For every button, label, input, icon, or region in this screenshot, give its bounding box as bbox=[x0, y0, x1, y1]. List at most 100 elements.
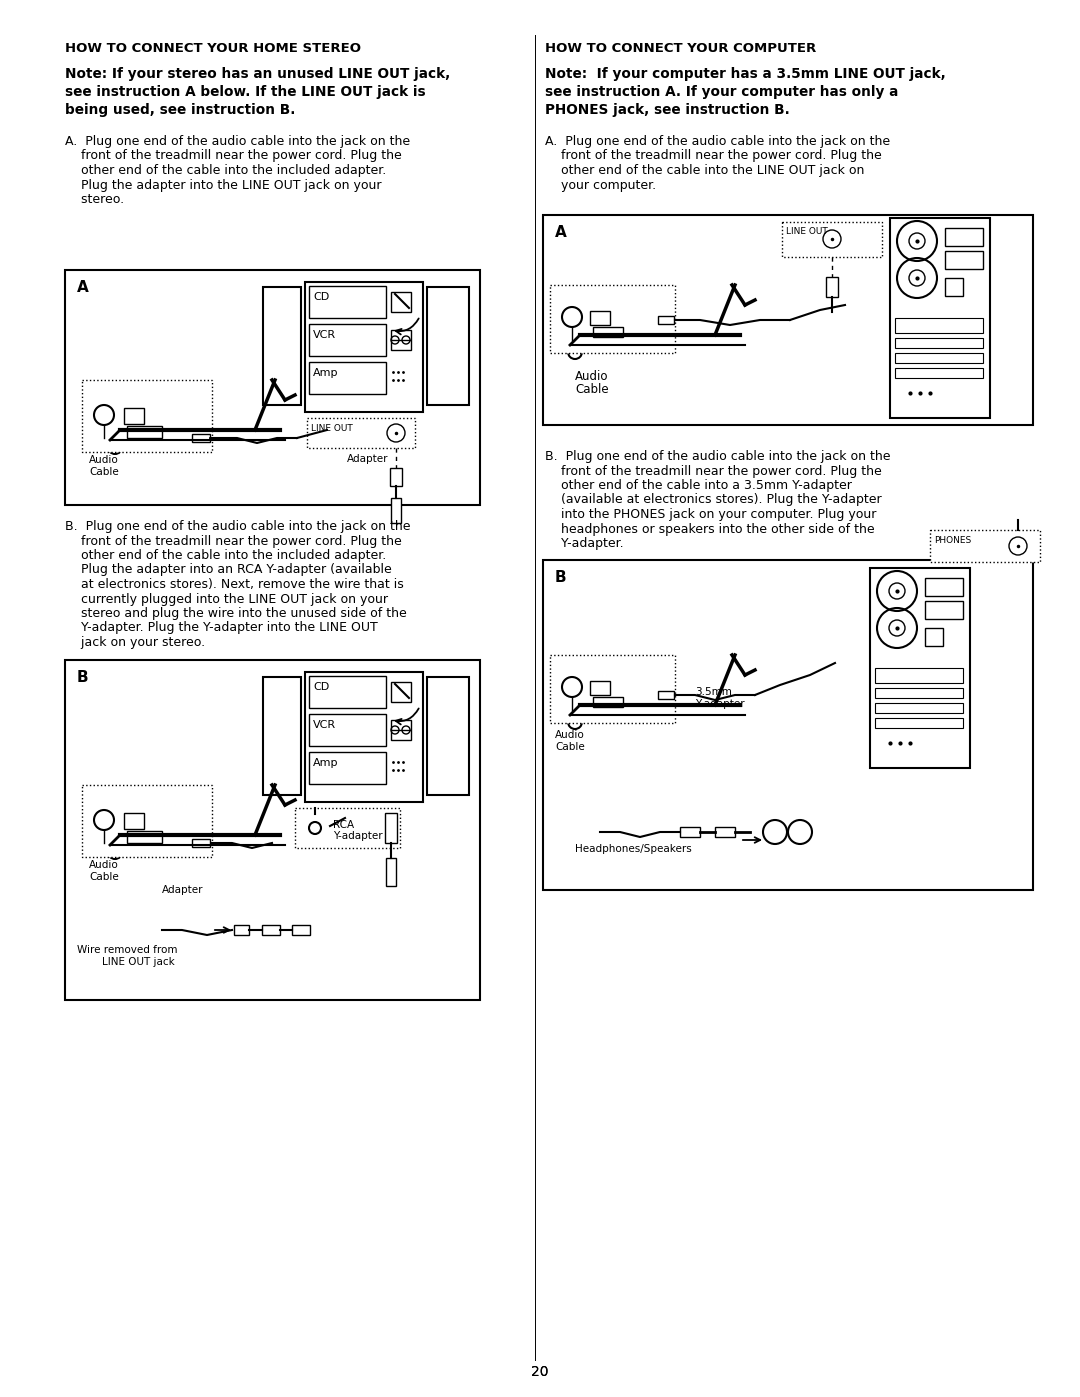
Text: Cable: Cable bbox=[575, 383, 609, 395]
Text: Y-adapter: Y-adapter bbox=[696, 698, 744, 710]
Text: RCA: RCA bbox=[333, 820, 354, 830]
FancyBboxPatch shape bbox=[305, 282, 423, 412]
FancyBboxPatch shape bbox=[875, 687, 963, 698]
FancyBboxPatch shape bbox=[924, 629, 943, 645]
Text: front of the treadmill near the power cord. Plug the: front of the treadmill near the power co… bbox=[545, 464, 881, 478]
FancyBboxPatch shape bbox=[309, 286, 386, 319]
FancyBboxPatch shape bbox=[307, 418, 415, 448]
FancyBboxPatch shape bbox=[875, 718, 963, 728]
FancyBboxPatch shape bbox=[945, 228, 983, 246]
Text: front of the treadmill near the power cord. Plug the: front of the treadmill near the power co… bbox=[65, 535, 402, 548]
Text: LINE OUT: LINE OUT bbox=[786, 226, 827, 236]
FancyBboxPatch shape bbox=[930, 529, 1040, 562]
FancyBboxPatch shape bbox=[309, 676, 386, 708]
Text: A: A bbox=[77, 279, 89, 295]
FancyBboxPatch shape bbox=[82, 785, 212, 856]
Text: Cable: Cable bbox=[89, 467, 119, 476]
FancyBboxPatch shape bbox=[890, 218, 990, 418]
Text: jack on your stereo.: jack on your stereo. bbox=[65, 636, 205, 650]
FancyBboxPatch shape bbox=[309, 362, 386, 394]
Text: other end of the cable into the included adapter.: other end of the cable into the included… bbox=[65, 163, 387, 177]
Text: see instruction A. If your computer has only a: see instruction A. If your computer has … bbox=[545, 85, 899, 99]
FancyBboxPatch shape bbox=[305, 672, 423, 802]
Text: Audio: Audio bbox=[89, 861, 119, 870]
Text: HOW TO CONNECT YOUR HOME STEREO: HOW TO CONNECT YOUR HOME STEREO bbox=[65, 42, 361, 54]
Text: into the PHONES jack on your computer. Plug your: into the PHONES jack on your computer. P… bbox=[545, 509, 876, 521]
FancyBboxPatch shape bbox=[127, 426, 162, 439]
FancyBboxPatch shape bbox=[782, 222, 882, 257]
FancyBboxPatch shape bbox=[875, 703, 963, 712]
Text: your computer.: your computer. bbox=[545, 179, 657, 191]
Text: 20: 20 bbox=[531, 1365, 549, 1379]
Text: CD: CD bbox=[313, 292, 329, 302]
Text: (available at electronics stores). Plug the Y-adapter: (available at electronics stores). Plug … bbox=[545, 493, 881, 507]
Text: A.  Plug one end of the audio cable into the jack on the: A. Plug one end of the audio cable into … bbox=[65, 136, 410, 148]
Text: CD: CD bbox=[313, 682, 329, 692]
FancyBboxPatch shape bbox=[82, 380, 212, 453]
FancyBboxPatch shape bbox=[65, 270, 480, 504]
Text: B.  Plug one end of the audio cable into the jack on the: B. Plug one end of the audio cable into … bbox=[545, 450, 891, 462]
Text: other end of the cable into the LINE OUT jack on: other end of the cable into the LINE OUT… bbox=[545, 163, 864, 177]
Text: PHONES jack, see instruction B.: PHONES jack, see instruction B. bbox=[545, 103, 789, 117]
Text: A.  Plug one end of the audio cable into the jack on the: A. Plug one end of the audio cable into … bbox=[545, 136, 890, 148]
Text: at electronics stores). Next, remove the wire that is: at electronics stores). Next, remove the… bbox=[65, 578, 404, 591]
Text: Amp: Amp bbox=[313, 367, 338, 379]
Text: other end of the cable into a 3.5mm Y-adapter: other end of the cable into a 3.5mm Y-ad… bbox=[545, 479, 852, 492]
Text: currently plugged into the LINE OUT jack on your: currently plugged into the LINE OUT jack… bbox=[65, 592, 388, 605]
FancyBboxPatch shape bbox=[295, 807, 400, 848]
FancyBboxPatch shape bbox=[391, 330, 411, 351]
FancyBboxPatch shape bbox=[192, 434, 210, 441]
Text: Y-adapter.: Y-adapter. bbox=[545, 536, 623, 550]
FancyBboxPatch shape bbox=[309, 324, 386, 356]
Text: HOW TO CONNECT YOUR COMPUTER: HOW TO CONNECT YOUR COMPUTER bbox=[545, 42, 816, 54]
Text: Cable: Cable bbox=[555, 742, 584, 752]
FancyBboxPatch shape bbox=[895, 319, 983, 332]
Text: LINE OUT: LINE OUT bbox=[311, 425, 353, 433]
FancyBboxPatch shape bbox=[550, 285, 675, 353]
FancyBboxPatch shape bbox=[309, 714, 386, 746]
Text: other end of the cable into the included adapter.: other end of the cable into the included… bbox=[65, 549, 387, 562]
FancyBboxPatch shape bbox=[264, 286, 301, 405]
FancyBboxPatch shape bbox=[391, 497, 401, 522]
FancyBboxPatch shape bbox=[309, 752, 386, 784]
Text: Wire removed from: Wire removed from bbox=[77, 944, 177, 956]
Text: VCR: VCR bbox=[313, 330, 336, 339]
Text: Adapter: Adapter bbox=[347, 454, 389, 464]
FancyBboxPatch shape bbox=[593, 697, 623, 707]
FancyBboxPatch shape bbox=[895, 353, 983, 363]
Text: stereo.: stereo. bbox=[65, 193, 124, 205]
Text: B: B bbox=[555, 570, 567, 585]
Text: Plug the adapter into an RCA Y-adapter (available: Plug the adapter into an RCA Y-adapter (… bbox=[65, 563, 392, 577]
FancyBboxPatch shape bbox=[127, 831, 162, 842]
Text: stereo and plug the wire into the unused side of the: stereo and plug the wire into the unused… bbox=[65, 608, 407, 620]
FancyBboxPatch shape bbox=[590, 312, 610, 326]
FancyBboxPatch shape bbox=[391, 292, 411, 312]
Text: 20: 20 bbox=[531, 1365, 549, 1379]
Text: LINE OUT jack: LINE OUT jack bbox=[102, 957, 175, 967]
FancyBboxPatch shape bbox=[658, 692, 674, 698]
Text: Audio: Audio bbox=[555, 731, 584, 740]
FancyBboxPatch shape bbox=[384, 813, 397, 842]
FancyBboxPatch shape bbox=[65, 659, 480, 1000]
FancyBboxPatch shape bbox=[391, 682, 411, 703]
FancyBboxPatch shape bbox=[292, 925, 310, 935]
Text: Amp: Amp bbox=[313, 759, 338, 768]
FancyBboxPatch shape bbox=[264, 678, 301, 795]
Text: Plug the adapter into the LINE OUT jack on your: Plug the adapter into the LINE OUT jack … bbox=[65, 179, 381, 191]
FancyBboxPatch shape bbox=[234, 925, 249, 935]
FancyBboxPatch shape bbox=[895, 367, 983, 379]
Text: B: B bbox=[77, 671, 89, 685]
Text: front of the treadmill near the power cord. Plug the: front of the treadmill near the power co… bbox=[65, 149, 402, 162]
FancyBboxPatch shape bbox=[124, 408, 144, 425]
FancyBboxPatch shape bbox=[543, 560, 1032, 890]
FancyBboxPatch shape bbox=[658, 316, 674, 324]
FancyBboxPatch shape bbox=[680, 827, 700, 837]
FancyBboxPatch shape bbox=[924, 578, 963, 597]
FancyBboxPatch shape bbox=[262, 925, 280, 935]
Text: front of the treadmill near the power cord. Plug the: front of the treadmill near the power co… bbox=[545, 149, 881, 162]
Text: B.  Plug one end of the audio cable into the jack on the: B. Plug one end of the audio cable into … bbox=[65, 520, 410, 534]
Text: Y-adapter. Plug the Y-adapter into the LINE OUT: Y-adapter. Plug the Y-adapter into the L… bbox=[65, 622, 378, 634]
FancyBboxPatch shape bbox=[192, 840, 210, 847]
Text: Note:  If your computer has a 3.5mm LINE OUT jack,: Note: If your computer has a 3.5mm LINE … bbox=[545, 67, 946, 81]
Text: VCR: VCR bbox=[313, 719, 336, 731]
